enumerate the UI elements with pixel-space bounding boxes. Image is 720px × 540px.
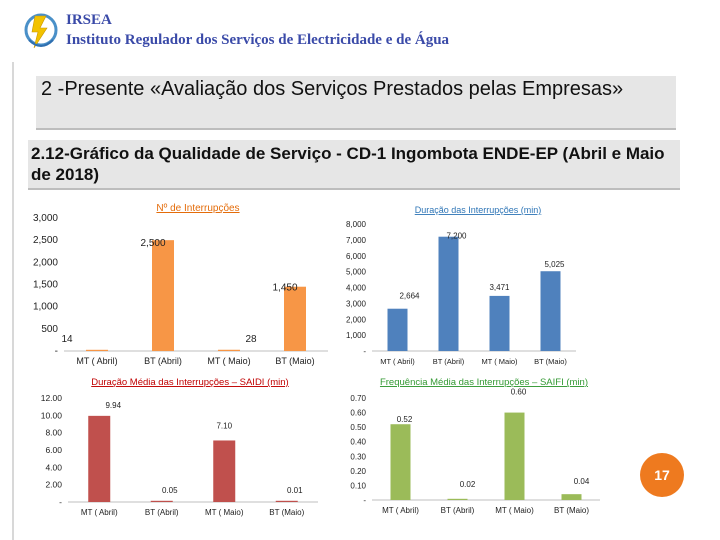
x-tick-label: BT (Abril) <box>433 357 465 366</box>
data-label: 2,500 <box>140 238 165 249</box>
bar <box>489 295 510 351</box>
x-tick-label: MT ( Abril) <box>81 508 118 517</box>
y-tick-label: 1,000 <box>346 331 367 340</box>
chart-title: Duração das Interrupções (min) <box>415 205 542 215</box>
bar <box>438 236 459 351</box>
y-tick-label: 0.40 <box>350 438 366 447</box>
bar <box>390 424 411 500</box>
data-label: 0.52 <box>397 415 413 424</box>
org-full-name: Instituto Regulador dos Serviços de Elec… <box>66 32 450 48</box>
x-tick-label: BT (Abril) <box>441 506 475 515</box>
bar <box>540 271 561 351</box>
bar <box>86 349 108 351</box>
bar <box>284 286 306 351</box>
y-tick-label: 0.20 <box>350 467 366 476</box>
y-tick-label: - <box>363 496 366 505</box>
y-tick-label: - <box>55 346 58 357</box>
y-tick-label: 1,500 <box>33 280 58 291</box>
x-tick-label: MT ( Maio) <box>495 506 534 515</box>
page-number-badge: 17 <box>640 453 684 497</box>
x-tick-label: MT ( Abril) <box>76 356 117 366</box>
data-label: 0.05 <box>162 486 178 495</box>
chart-title: Frequência Média das Interrupções – SAIF… <box>380 377 588 388</box>
bar <box>218 349 240 351</box>
data-label: 3,471 <box>489 283 510 292</box>
chart-saidi-svg: Duração Média das Interrupções – SAIDI (… <box>41 377 318 517</box>
y-tick-label: 1,000 <box>33 302 58 313</box>
x-tick-label: BT (Maio) <box>275 356 314 366</box>
y-tick-label: 8.00 <box>45 428 62 438</box>
y-tick-label: 2,000 <box>346 315 367 324</box>
y-tick-label: 2.00 <box>45 480 62 490</box>
irsea-logo-icon <box>24 13 58 49</box>
bar <box>152 240 174 351</box>
chart-duration-svg: Duração das Interrupções (min) - 1,000 2,0… <box>346 205 576 366</box>
y-tick-label: 2,000 <box>33 257 58 268</box>
x-tick-label: BT (Maio) <box>534 357 567 366</box>
x-tick-label: BT (Maio) <box>269 508 304 517</box>
data-label: 1,450 <box>272 283 297 294</box>
y-tick-label: 0.70 <box>350 394 366 403</box>
bar <box>561 494 582 500</box>
chart-interruptions-svg: Nº de Interrupções - 500 1,000 1,500 2,000 2,… <box>33 203 328 366</box>
x-tick-label: BT (Abril) <box>145 508 179 517</box>
y-tick-label: 7,000 <box>346 236 367 245</box>
data-label: 7.10 <box>216 421 232 430</box>
y-tick-label: 10.00 <box>41 410 63 420</box>
y-tick-label: 6.00 <box>45 445 62 455</box>
y-tick-label: 2,500 <box>33 235 58 246</box>
chart-saidi: Duração Média das Interrupções – SAIDI (… <box>28 374 328 530</box>
data-label: 7,200 <box>446 232 467 241</box>
data-label: 5,025 <box>544 260 565 269</box>
data-label: 0.01 <box>287 486 303 495</box>
y-tick-label: 4,000 <box>346 284 367 293</box>
slide-subtitle: 2.12-Gráfico da Qualidade de Serviço - C… <box>28 140 680 190</box>
org-name: IRSEA <box>66 12 112 28</box>
chart-saifi: Frequência Média das Interrupções – SAIF… <box>336 374 612 530</box>
y-tick-label: 6,000 <box>346 252 367 261</box>
data-label: 0.04 <box>574 477 590 486</box>
x-tick-label: MT ( Maio) <box>481 357 518 366</box>
chart-title: Nº de Interrupções <box>156 203 239 214</box>
y-tick-label: 4.00 <box>45 462 62 472</box>
bar <box>504 412 525 500</box>
x-tick-label: MT ( Maio) <box>205 508 244 517</box>
chart-title: Duração Média das Interrupções – SAIDI (… <box>91 377 288 388</box>
bar <box>275 500 298 502</box>
bar <box>213 440 236 502</box>
chart-saifi-svg: Frequência Média das Interrupções – SAIF… <box>350 377 600 515</box>
y-tick-label: 0.50 <box>350 423 366 432</box>
bar <box>150 500 173 502</box>
y-tick-label: 3,000 <box>33 213 58 224</box>
bar <box>387 308 408 351</box>
y-tick-label: 0.60 <box>350 409 366 418</box>
data-label: 14 <box>61 334 73 345</box>
chart-duration: Duração das Interrupções (min) - 1,000 2,0… <box>336 196 586 374</box>
x-tick-label: MT ( Abril) <box>380 357 415 366</box>
x-tick-label: MT ( Abril) <box>382 506 419 515</box>
data-label: 0.02 <box>460 480 476 489</box>
y-tick-label: 8,000 <box>346 220 367 229</box>
slide-title: 2 -Presente «Avaliação dos Serviços Pres… <box>36 76 676 130</box>
data-label: 0.60 <box>511 388 527 397</box>
x-tick-label: BT (Abril) <box>144 356 182 366</box>
data-label: 9.94 <box>105 401 121 410</box>
y-tick-label: 3,000 <box>346 299 367 308</box>
slide-frame-line <box>12 62 14 540</box>
y-tick-label: 0.10 <box>350 481 366 490</box>
y-tick-label: 5,000 <box>346 268 367 277</box>
y-tick-label: - <box>59 497 62 507</box>
bar <box>88 415 111 502</box>
y-tick-label: - <box>363 347 366 356</box>
y-tick-label: 12.00 <box>41 393 63 403</box>
data-label: 28 <box>245 334 257 345</box>
chart-interruptions: Nº de Interrupções - 500 1,000 1,500 2,000 2,… <box>20 196 340 374</box>
y-tick-label: 500 <box>41 324 58 335</box>
bar <box>447 498 468 500</box>
x-tick-label: MT ( Maio) <box>207 356 250 366</box>
x-tick-label: BT (Maio) <box>554 506 589 515</box>
data-label: 2,664 <box>399 292 420 301</box>
y-tick-label: 0.30 <box>350 452 366 461</box>
